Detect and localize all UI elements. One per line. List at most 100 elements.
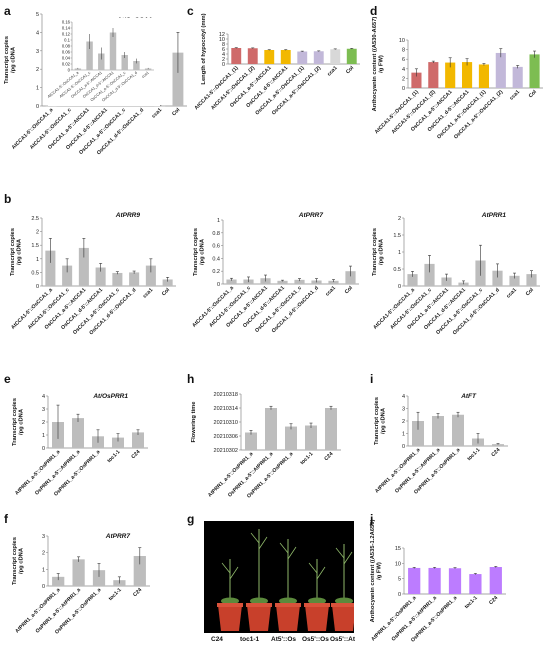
y-axis-label-line: /pg cDNA <box>17 238 23 265</box>
y-axis-label-line: /pg cDNA <box>19 408 25 435</box>
inset-y-tick-label: 0 <box>68 68 71 73</box>
chart-i-ft-transcripts: 01234AtPRR1_a-5'::OsPRR1_aOsPRR1_a-5'::A… <box>374 393 508 496</box>
y-axis-label: Flowering time <box>191 401 197 443</box>
bar <box>112 272 123 286</box>
y-tick-label: 1.5 <box>31 243 39 249</box>
bar <box>294 279 305 284</box>
bar <box>408 567 421 594</box>
bar <box>452 414 464 446</box>
y-axis-label-line: /pg cDNA <box>379 238 385 265</box>
bar <box>509 275 520 286</box>
chart-a-cca1-transcripts: 012345AtCCA1-5'::OsCCA1_aAtCCA1-5'::OsCC… <box>4 12 187 156</box>
bar <box>280 50 291 64</box>
inset-chart: 00.020.040.060.080.10.120.140.16AtCCA1-5… <box>47 18 160 106</box>
chart-c-hypocotyl-length: 024681012AtCCA1-5'::OsCCA1_(1)AtCCA1-5':… <box>194 13 360 116</box>
y-axis-label-line: Anthocyanin content ((A530-A657) <box>372 17 378 112</box>
bar <box>492 270 503 286</box>
bar <box>78 247 89 286</box>
bar <box>62 265 73 286</box>
y-tick-label: 0.2 <box>212 269 220 275</box>
y-axis-label: Transcript copies/pg cDNA <box>193 228 206 276</box>
y-tick-label: 20210314 <box>214 406 238 412</box>
plant-rosette <box>250 597 268 605</box>
inset-bar <box>133 61 140 70</box>
y-axis-label-line: /pg cDNA <box>381 407 387 434</box>
category-label: C24 <box>490 447 501 458</box>
y-axis-label-line: /pg cDNA <box>11 46 17 73</box>
y-tick-label: 1 <box>36 86 39 92</box>
chart-d-anthocyanin: 0246810AtCCA1-5'::OsCCA1_(1)AtCCA1-5'::O… <box>372 17 543 140</box>
y-tick-label: 2.5 <box>31 216 39 222</box>
y-tick-label: 2 <box>402 419 405 425</box>
y-tick-label: 4 <box>42 394 45 400</box>
bar <box>92 570 106 586</box>
inset-bar <box>98 53 105 70</box>
category-label: Col <box>171 107 182 118</box>
y-tick-label: 0 <box>36 104 39 110</box>
bar <box>305 425 317 450</box>
panel-label-c: c <box>187 4 194 18</box>
chart-title: AtFT <box>460 393 477 400</box>
plant-pot-rim <box>217 603 243 607</box>
inset-y-tick-label: 0.04 <box>62 56 71 61</box>
bar <box>247 48 258 64</box>
bar <box>172 52 184 106</box>
y-tick-label: 2 <box>42 420 45 426</box>
y-tick-label: 15 <box>395 546 401 552</box>
y-tick-label: 20210302 <box>214 448 238 454</box>
panel-label-e: e <box>4 372 11 386</box>
bar <box>512 66 523 88</box>
y-axis-label-line: Transcript copies <box>4 36 10 84</box>
y-tick-label: 2 <box>222 57 225 63</box>
plant-branch <box>308 562 326 580</box>
category-label: cca1 <box>509 89 521 101</box>
bar <box>133 556 146 586</box>
y-tick-label: 10 <box>399 38 405 44</box>
plant-pot <box>332 605 356 631</box>
inset-y-tick-label: 0.16 <box>62 20 71 25</box>
bar <box>264 50 275 64</box>
photo-label-os-os: Os5'::Os <box>302 636 329 643</box>
inset-bar <box>109 32 117 70</box>
y-tick-label: 0 <box>217 282 220 288</box>
chart-title: AtPRR9 <box>115 212 141 219</box>
y-tick-label: 2 <box>398 216 401 222</box>
inset-y-tick-label: 0.02 <box>62 62 71 67</box>
bar <box>145 265 156 286</box>
plant-branch <box>221 562 239 580</box>
y-axis-label: Anthocyanin content ((A535-1.2A650)/g FW… <box>370 520 383 623</box>
plant-pot-rim <box>275 603 301 607</box>
chart-e-prr1-transcripts: 01234AtPRR1_a-5'::OsPRR1_aOsPRR1_a-5'::A… <box>12 393 148 498</box>
y-tick-label: 20210306 <box>214 434 238 440</box>
y-axis-label: Transcript copies/pg cDNA <box>374 397 387 445</box>
category-label: Col <box>528 89 539 100</box>
bar <box>495 52 506 88</box>
category-label: C24 <box>488 595 499 606</box>
plant-rosette <box>221 597 239 605</box>
photo-label-toc1: toc1-1 <box>240 636 260 643</box>
y-tick-label: 0.8 <box>212 231 220 237</box>
y-axis-label: Transcript copies/pg cDNA <box>372 228 385 276</box>
bar <box>345 271 356 284</box>
bar <box>469 574 482 594</box>
category-label: toc1-1 <box>106 449 121 464</box>
inset-bar <box>86 41 93 70</box>
plant-pot-rim <box>246 603 272 607</box>
y-tick-label: 0 <box>402 86 405 92</box>
category-label: Col <box>345 65 356 76</box>
bar <box>462 62 473 88</box>
bar <box>328 280 339 284</box>
category-label: Col <box>161 287 172 298</box>
plant-pot <box>247 605 271 631</box>
y-tick-label: 3 <box>42 407 45 413</box>
y-tick-label: 8 <box>222 42 225 48</box>
y-tick-label: 1.5 <box>393 233 401 239</box>
bar <box>72 559 85 586</box>
plant-rosette <box>308 597 326 605</box>
y-axis-label-line: Transcript copies <box>10 228 16 276</box>
bar <box>411 72 422 88</box>
y-tick-label: 3 <box>402 407 405 413</box>
plant-photo <box>204 521 357 633</box>
y-tick-label: 10 <box>395 561 401 567</box>
category-label: Col <box>344 285 355 296</box>
